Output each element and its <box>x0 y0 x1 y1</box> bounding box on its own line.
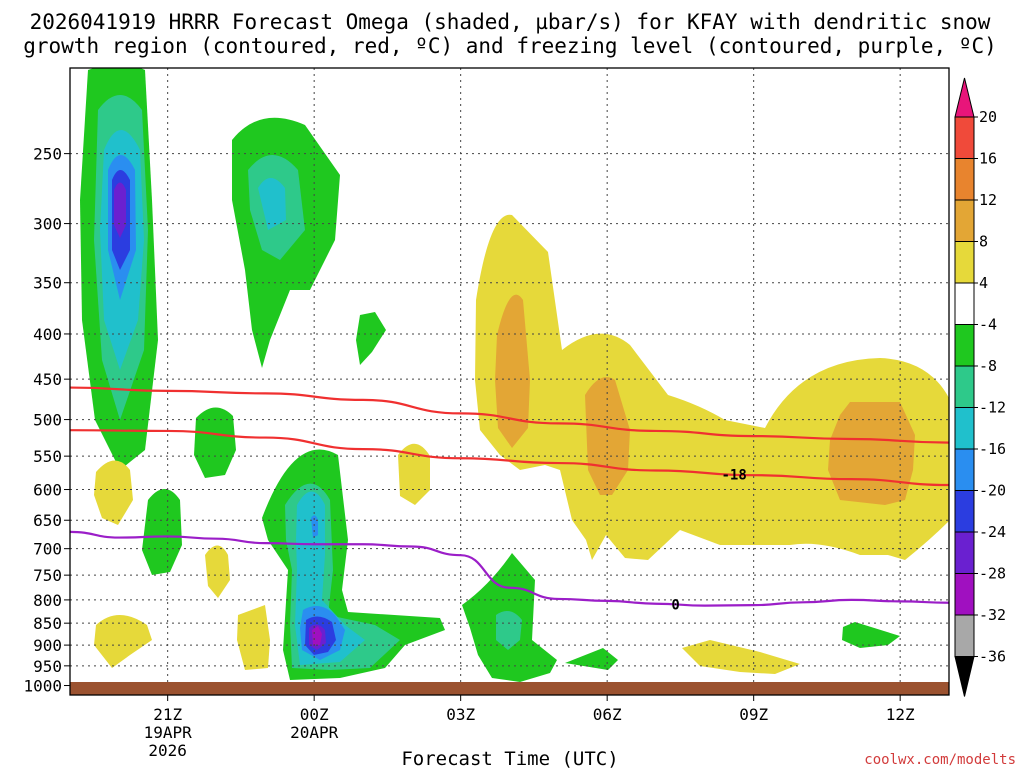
colorbar-label: 16 <box>979 150 997 168</box>
colorbar-bin <box>954 199 975 242</box>
colorbar-bin <box>954 407 975 450</box>
colorbar-label: 4 <box>979 274 988 292</box>
x-tick-year: 2026 <box>148 741 187 760</box>
y-tick-label: 1000 <box>23 677 62 696</box>
colorbar-label: -16 <box>979 440 1006 458</box>
omega-region-small-blob-3 <box>142 489 182 575</box>
colorbar-bin <box>954 614 975 657</box>
contour-dgz-upper <box>70 386 949 444</box>
colorbar-label: 12 <box>979 191 997 209</box>
omega-region-small-blob-4 <box>565 648 618 670</box>
chart-title-line-2: growth region (contoured, red, ºC) and f… <box>23 34 997 58</box>
colorbar-bin <box>954 573 975 616</box>
colorbar-label: -20 <box>979 482 1006 500</box>
y-tick-label: 400 <box>33 325 62 344</box>
contour-dgz-lower <box>70 429 949 487</box>
omega-region-low-ascent-4z <box>462 553 557 682</box>
colorbar-label: -8 <box>979 357 997 375</box>
omega-region-small-blob-1 <box>356 312 386 365</box>
x-tick-label: 00Z <box>300 705 329 724</box>
colorbar-bin <box>954 324 975 367</box>
x-tick-label: 21Z <box>153 705 182 724</box>
omega-region-small-descent-1 <box>94 460 133 525</box>
y-tick-label: 300 <box>33 215 62 234</box>
contour-layer: -18 0 <box>70 386 949 613</box>
plot-frame <box>69 67 950 696</box>
y-tick-label: 600 <box>33 481 62 500</box>
y-tick-label: 700 <box>33 540 62 559</box>
colorbar-label: -36 <box>979 648 1006 666</box>
chart-title-line-1: 2026041919 HRRR Forecast Omega (shaded, … <box>30 10 991 34</box>
colorbar-bin <box>954 365 975 408</box>
omega-region-upper-ascent-2 <box>232 117 340 369</box>
y-tick-label: 650 <box>33 511 62 530</box>
colorbar-bin <box>954 448 975 491</box>
colorbar-bin <box>954 116 975 159</box>
colorbar-label: -28 <box>979 565 1006 583</box>
omega-region-small-descent-6 <box>682 640 800 674</box>
terrain-strip <box>70 682 949 695</box>
y-tick-label: 900 <box>33 636 62 655</box>
omega-region-small-descent-5 <box>237 605 270 670</box>
contour-freezing-level <box>70 530 949 607</box>
colorbar-label: 8 <box>979 233 988 251</box>
omega-region-small-blob-2 <box>194 407 236 478</box>
x-tick-label: 09Z <box>739 705 768 724</box>
colorbar-bottom-arrow <box>954 656 975 697</box>
contour-label-dgz-lower: -18 <box>721 467 746 483</box>
colorbar-label: -12 <box>979 399 1006 417</box>
colorbar-bin <box>954 282 975 325</box>
y-tick-label: 500 <box>33 411 62 430</box>
x-tick-date: 19APR <box>144 723 193 742</box>
omega-shading-layer <box>80 68 949 682</box>
plot-area: -18 0 <box>69 67 950 696</box>
colorbar-bin <box>954 531 975 574</box>
y-axis-ticks: 250 300 350 400 450 500 550 600 650 700 750 800 850 9… <box>23 145 70 696</box>
colorbar-bin <box>954 158 975 201</box>
y-tick-label: 350 <box>33 274 62 293</box>
y-tick-label: 800 <box>33 591 62 610</box>
x-tick-label: 06Z <box>593 705 622 724</box>
contour-label-freezing-level: 0 <box>671 597 679 613</box>
colorbar-label: -24 <box>979 523 1006 541</box>
y-tick-label: 850 <box>33 614 62 633</box>
y-tick-label: 750 <box>33 566 62 585</box>
colorbar: 20 16 12 8 4 -4 -8 -12 -16 -20 -24 -28 -32 -36 <box>954 77 1006 697</box>
y-tick-label: 450 <box>33 370 62 389</box>
colorbar-bin <box>954 490 975 533</box>
omega-region-early-deep-ascent <box>80 68 158 470</box>
omega-region-small-descent-3 <box>205 545 230 598</box>
x-tick-label: 12Z <box>886 705 915 724</box>
colorbar-label: -32 <box>979 606 1006 624</box>
colorbar-top-arrow <box>954 77 975 118</box>
vertical-gridlines <box>167 68 901 695</box>
y-tick-label: 250 <box>33 145 62 164</box>
y-tick-label: 950 <box>33 657 62 676</box>
x-tick-date: 20APR <box>290 723 339 742</box>
x-tick-label: 03Z <box>446 705 475 724</box>
colorbar-label: 20 <box>979 108 997 126</box>
x-axis-label: Forecast Time (UTC) <box>401 748 618 768</box>
omega-region-small-blob-5 <box>842 622 900 648</box>
colorbar-label: -4 <box>979 316 997 334</box>
colorbar-bin <box>954 241 975 284</box>
credit-text: coolwx.com/modelts <box>864 752 1016 768</box>
omega-region-small-descent-4 <box>94 615 152 668</box>
y-tick-label: 550 <box>33 447 62 466</box>
